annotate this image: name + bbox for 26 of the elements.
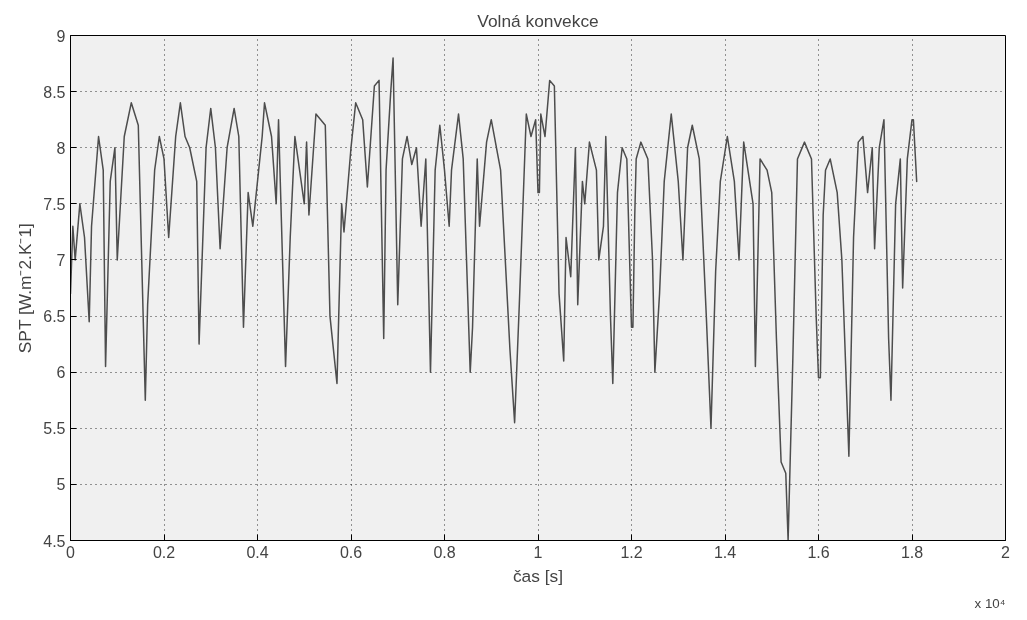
- x-tick-label: 1.8: [900, 543, 924, 561]
- x-tick-label: 1.6: [807, 543, 830, 561]
- x-tick-label: 0.4: [246, 543, 269, 561]
- y-axis-title: SPT [W.m⁻2.K⁻1]: [15, 223, 36, 354]
- x-axis-title: čas [s]: [512, 565, 564, 586]
- text: x 10⁴: [974, 595, 1006, 611]
- x-tick-label: 1: [533, 543, 543, 561]
- y-tick-label: 5: [56, 476, 66, 494]
- x-tick-label: 1.4: [713, 543, 737, 561]
- x-tick-label: 2: [1001, 543, 1011, 561]
- x-tick-label: 0.8: [433, 543, 456, 561]
- x-tick-label: 1.2: [620, 543, 643, 561]
- y-tick-label: 8.5: [43, 83, 66, 101]
- y-tick-label: 6: [56, 364, 66, 382]
- x-tick-label: 0: [66, 543, 76, 561]
- y-tick-label: 9: [56, 27, 66, 45]
- y-tick-label: 7.5: [43, 195, 66, 213]
- y-tick-label: 8: [56, 139, 66, 157]
- y-tick-label: 7: [56, 251, 66, 269]
- y-tick-label: 4.5: [43, 532, 66, 550]
- x-tick-label: 0.2: [152, 543, 176, 561]
- y-tick-label: 6.5: [43, 308, 66, 326]
- x-tick-label: 0.6: [339, 543, 363, 561]
- y-tick-label: 5.5: [43, 420, 66, 438]
- line-series: [70, 57, 918, 541]
- chart-title: Volná konvekce: [477, 10, 599, 31]
